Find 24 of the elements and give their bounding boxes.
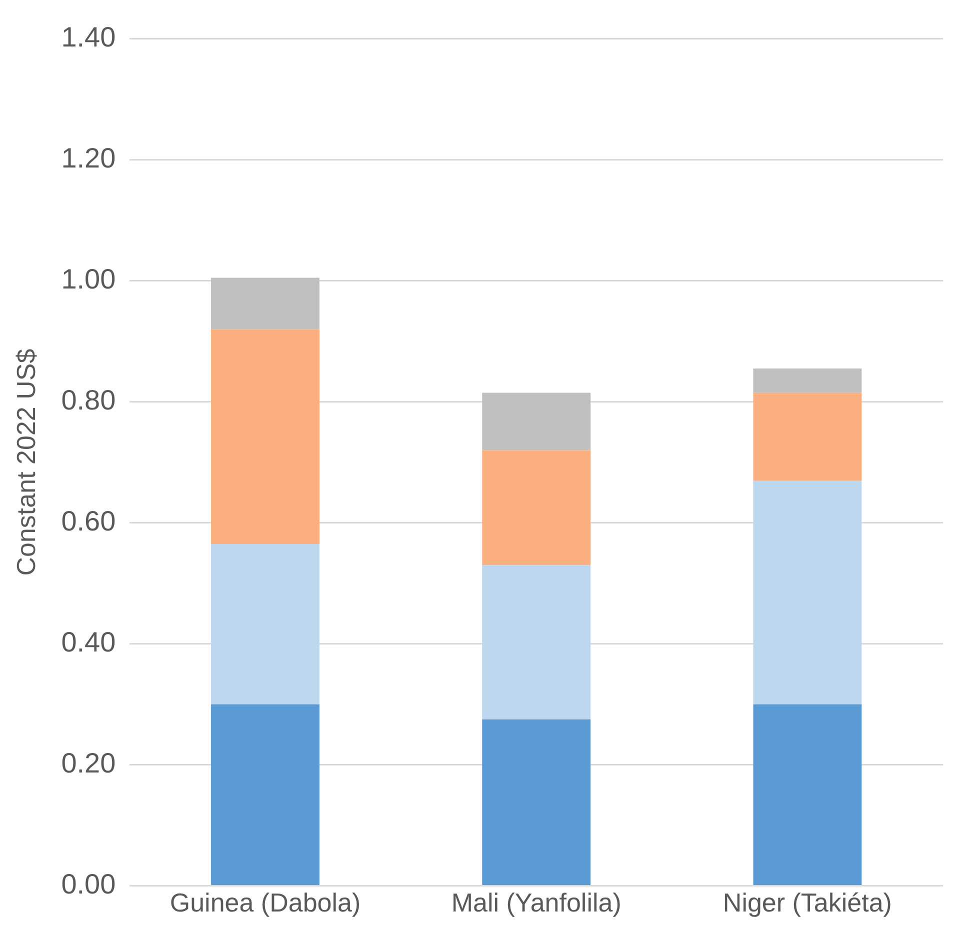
- y-tick-label: 1.40: [61, 22, 116, 53]
- y-tick-label: 0.20: [61, 748, 116, 779]
- y-tick-label: 0.00: [61, 868, 116, 900]
- bar: [211, 329, 320, 544]
- y-tick-label: 1.20: [61, 142, 116, 174]
- y-tick-label: 0.60: [61, 506, 116, 537]
- bar: [482, 719, 591, 886]
- y-tick-label: 0.80: [61, 384, 116, 416]
- bar: [211, 704, 320, 886]
- x-tick-label: Niger (Takiéta): [722, 888, 892, 918]
- bar: [753, 392, 862, 480]
- bar: [482, 392, 591, 450]
- y-tick-label: 0.40: [61, 626, 116, 658]
- x-tick-label: Guinea (Dabola): [170, 888, 361, 918]
- x-tick-label: Mali (Yanfolila): [451, 888, 622, 918]
- bar: [211, 278, 320, 330]
- bar: [753, 704, 862, 886]
- bar: [482, 450, 591, 566]
- bar: [482, 565, 591, 720]
- bar: [211, 544, 320, 704]
- y-axis-title: Constant 2022 US$: [10, 348, 41, 576]
- y-tick-label: 1.00: [61, 264, 116, 295]
- bar: [753, 368, 862, 393]
- bar: [753, 480, 862, 704]
